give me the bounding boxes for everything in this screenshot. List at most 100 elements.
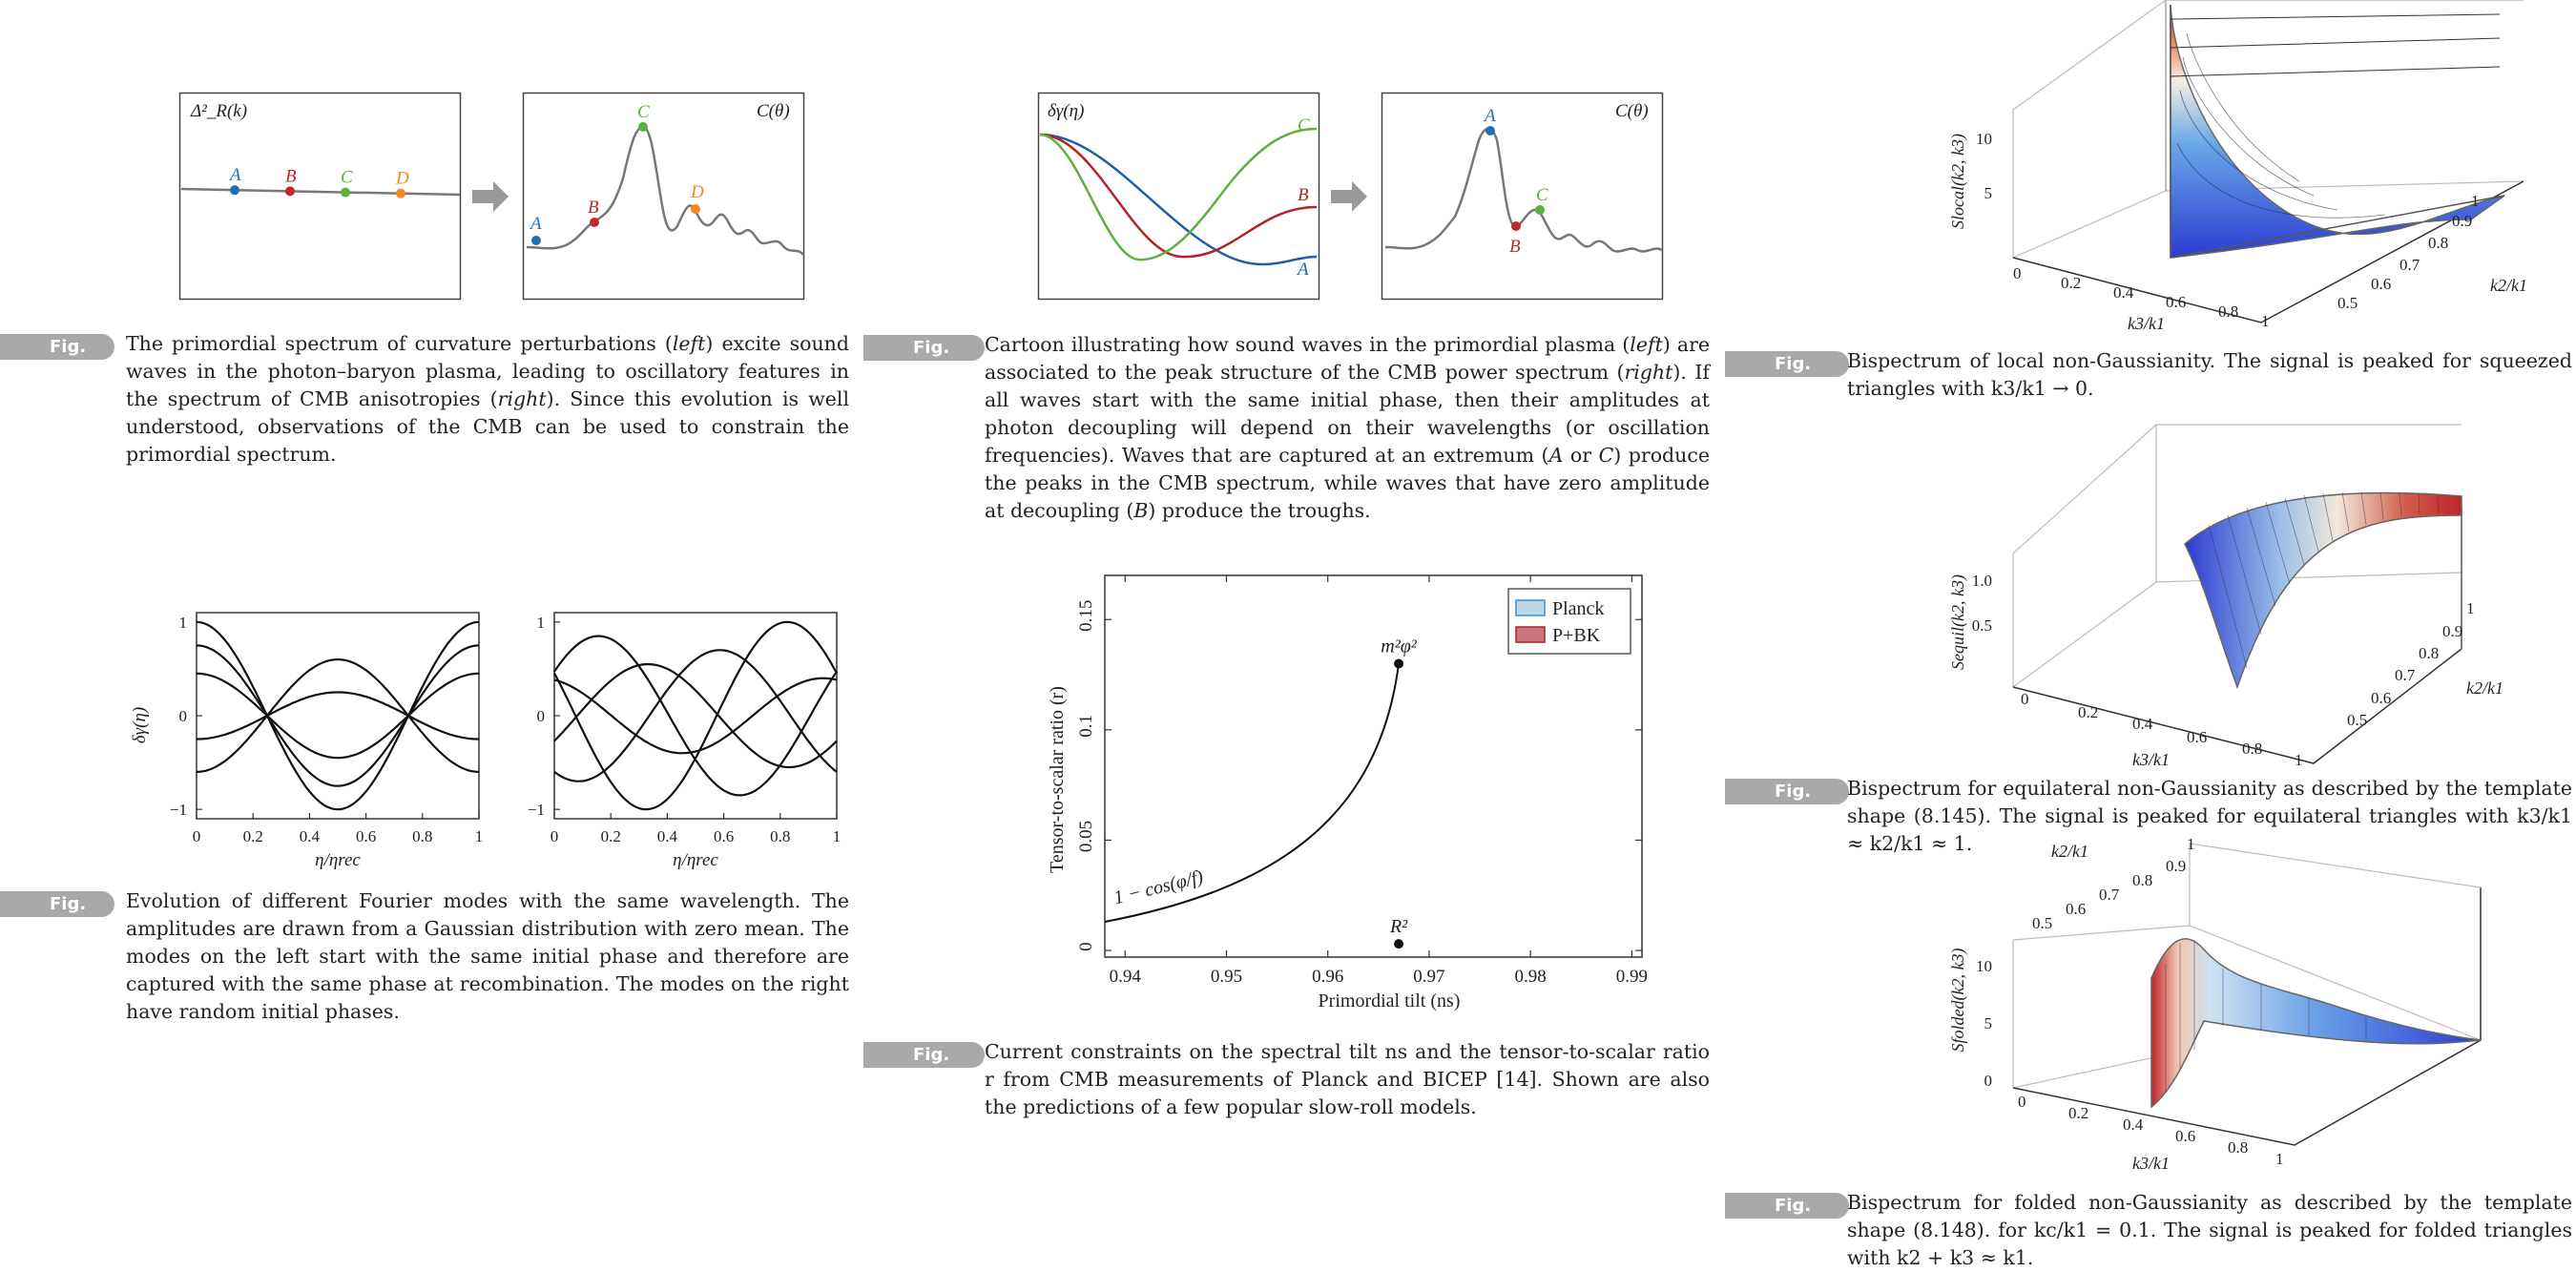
fig-8-9-ylabel: Tensor-to-scalar ratio (r)	[1047, 686, 1068, 873]
fig-8-8-ylabel: δγ(η)	[130, 707, 150, 743]
svg-text:0.6: 0.6	[2371, 275, 2391, 293]
svg-text:0.6: 0.6	[2066, 900, 2086, 918]
svg-text:1: 1	[2187, 835, 2195, 853]
fig-8-6-peak-d	[691, 204, 700, 214]
fig-8-8-mode-0	[196, 620, 480, 811]
svg-text:5: 5	[1984, 184, 1993, 202]
fig-8-8-xlabel-left: η/ηrec	[315, 850, 361, 870]
fig-8-6-peak-label: D	[690, 182, 704, 202]
fig-8-10-xticks: 0 0.2 0.4 0.6 0.8 1	[2013, 264, 2270, 330]
svg-text:0.2: 0.2	[2078, 703, 2098, 721]
svg-text:1: 1	[2275, 1150, 2284, 1168]
m2phi2-label: m²φ²	[1381, 636, 1418, 657]
fig-8-8-caption: Evolution of different Fourier modes wit…	[126, 889, 849, 1023]
fig-8-6-peak-label: B	[588, 198, 599, 218]
fig-8-12-zlabel: Sfolded(k2, k3)	[1948, 949, 1968, 1053]
fig-8-12-badge: Fig. 8.12	[1725, 1193, 1849, 1241]
fig-8-8-mode-3	[197, 691, 479, 740]
fig-8-7-arrow	[1331, 181, 1367, 212]
svg-text:1: 1	[2471, 192, 2480, 210]
fig-8-12-ylabel: k2/k1	[2051, 842, 2088, 861]
svg-text:0.5: 0.5	[2032, 914, 2052, 932]
fig-8-8-xtick: 0	[551, 827, 559, 845]
fig-8-10-ylabel: k2/k1	[2490, 276, 2527, 295]
svg-text:0.7: 0.7	[2395, 666, 2416, 684]
fig-8-9-badge: Fig. 8.9	[863, 1042, 985, 1091]
fig-8-9-xtick: 0.99	[1616, 967, 1648, 987]
fig-8-9-xtick: 0.95	[1211, 967, 1242, 987]
fig-8-8-xtick: 0.4	[300, 827, 321, 845]
fig-8-6-point-label: A	[228, 165, 241, 185]
fig-8-12-caption: Bispectrum for folded non-Gaussianity as…	[1847, 1191, 2572, 1269]
fig-8-9-xtick: 0.96	[1312, 967, 1343, 987]
fig-8-6-right-panel: C(θ) A B C D	[522, 92, 805, 301]
fig-8-11-zlabel: Sequil(k2, k3)	[1948, 574, 1968, 670]
svg-text:0.4: 0.4	[2132, 715, 2153, 733]
fig-8-8-xlabel-right: η/ηrec	[673, 850, 718, 870]
fig-8-8-ytick: 0	[179, 707, 188, 725]
fig-8-7-left-panel: δγ(η) C B A	[1037, 92, 1320, 301]
fig-8-7-right-label: C(θ)	[1615, 101, 1649, 121]
fig-8-8-badge: Fig. 8.8	[0, 891, 114, 940]
fig-8-9-ytick: 0.15	[1076, 600, 1096, 632]
fig-8-9-xtick: 0.98	[1515, 967, 1547, 987]
fig-8-6-peak-label: A	[529, 214, 542, 234]
svg-text:C: C	[1536, 185, 1548, 205]
fig-8-9-ytick: 0	[1076, 942, 1096, 951]
svg-text:B: B	[1509, 237, 1521, 257]
svg-text:0.5: 0.5	[1972, 616, 1992, 635]
fig-8-6-right-label: C(θ)	[757, 101, 790, 121]
fig-8-8-mode-1	[553, 649, 838, 782]
svg-text:1: 1	[2295, 751, 2303, 769]
fig-8-11-xticks: 0 0.2 0.4 0.6 0.8 1	[2021, 690, 2303, 769]
fig-8-7-right-panel: C(θ) A C B	[1381, 92, 1664, 301]
svg-text:B: B	[1298, 185, 1309, 205]
svg-text:0: 0	[1984, 1072, 1993, 1090]
fig-8-10-zlabel: Slocal(k2, k3)	[1948, 134, 1968, 229]
fig-8-6-point-c	[341, 187, 350, 198]
fig-8-6-point-label: B	[285, 166, 297, 186]
svg-text:0.2: 0.2	[2068, 1104, 2088, 1122]
fig-8-10-plot: 10 5 Slocal(k2, k3) 0 0.2 0.4 0.6 0.8 1 …	[1948, 0, 2527, 333]
svg-text:5: 5	[1984, 1014, 1993, 1032]
svg-text:0.8: 0.8	[2428, 234, 2448, 252]
fig-8-8-xtick: 0.8	[412, 827, 432, 845]
fig-8-8-xtick: 0.8	[770, 827, 790, 845]
fig-8-12-yticks: 0.5 0.6 0.7 0.8 0.9 1	[2032, 835, 2195, 932]
fig-8-8-xtick: 0.2	[243, 827, 263, 845]
fig-8-8-ytick: −1	[528, 801, 545, 819]
svg-text:10: 10	[1976, 957, 1992, 975]
fig-8-8-mode-3	[553, 677, 838, 755]
svg-text:0.4: 0.4	[2123, 1116, 2144, 1134]
svg-text:0.9: 0.9	[2166, 857, 2186, 875]
fig-8-8-mode-2	[196, 672, 480, 760]
svg-text:1: 1	[2261, 312, 2270, 330]
fig-8-12-contours	[2165, 940, 2367, 1093]
svg-text:1.0: 1.0	[1972, 572, 1992, 590]
svg-text:0.9: 0.9	[2452, 212, 2472, 230]
svg-text:1: 1	[2466, 599, 2475, 617]
fig-8-6-peak-label: C	[637, 102, 650, 122]
fig-8-8-mode-4	[553, 635, 838, 797]
wave-c	[1039, 127, 1318, 261]
fig-8-12-plot: 10 5 0 Sfolded(k2, k3) 0 0.2 0.4 0.6 0.8…	[1948, 835, 2482, 1173]
fig-8-8-ytick: 1	[179, 614, 188, 632]
fig-8-8-mode-2	[553, 662, 838, 769]
fig-8-8-xtick: 0.2	[601, 827, 621, 845]
fig-8-10-yticks: 1 0.9 0.8 0.7 0.6 0.5	[2337, 192, 2480, 312]
m2phi2-point	[1394, 658, 1404, 669]
svg-text:10: 10	[1976, 130, 1992, 148]
fig-8-12-xlabel: k3/k1	[2132, 1154, 2170, 1173]
fig-8-9-ytick: 0.05	[1076, 821, 1096, 852]
fig-8-9-xtick: 0.94	[1110, 967, 1142, 987]
fig-8-11-contours	[2208, 491, 2440, 669]
svg-text:A: A	[1483, 106, 1496, 126]
svg-text:0.5: 0.5	[2337, 294, 2358, 312]
legend-pbk: P+BK	[1552, 625, 1601, 646]
svg-text:0.2: 0.2	[2061, 274, 2081, 292]
fig-8-11-plot: 1.0 0.5 Sequil(k2, k3) 0 0.2 0.4 0.6 0.8…	[1948, 424, 2503, 769]
fig-8-6-caption: The primordial spectrum of curvature per…	[126, 332, 849, 466]
fig-8-6-peak-b	[590, 218, 599, 227]
svg-text:0.9: 0.9	[2442, 622, 2462, 640]
